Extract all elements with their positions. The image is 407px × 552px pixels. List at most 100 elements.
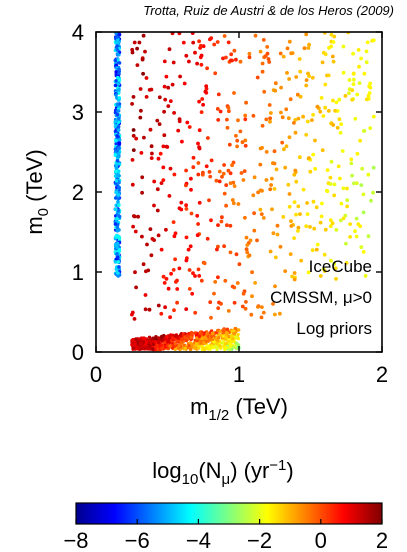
bulk-point	[218, 109, 223, 114]
bulk-point	[199, 278, 204, 283]
bulk-point	[168, 99, 173, 103]
coannihilation-point	[229, 334, 234, 338]
bulk-point	[307, 42, 311, 47]
bulk-point	[243, 215, 247, 220]
bulk-point	[330, 54, 335, 59]
bulk-point	[299, 258, 304, 263]
bulk-point	[140, 190, 145, 195]
bulk-point	[319, 214, 324, 219]
colorbar	[75, 502, 383, 525]
bulk-point	[199, 62, 204, 67]
bulk-point	[132, 40, 137, 45]
bulk-point	[222, 191, 227, 196]
bulk-point	[287, 135, 292, 140]
bulk-point	[328, 224, 333, 229]
bulk-point	[314, 205, 319, 210]
bulk-point	[222, 163, 227, 167]
bulk-point	[258, 162, 263, 167]
bulk-point	[371, 38, 376, 43]
focus-point	[116, 125, 121, 129]
bulk-point	[208, 37, 212, 42]
bulk-point	[278, 51, 283, 56]
bulk-point	[306, 71, 310, 76]
bulk-point	[134, 136, 139, 141]
bulk-point	[161, 274, 166, 279]
bulk-point	[341, 44, 346, 49]
bulk-point	[209, 315, 213, 320]
coannihilation-point	[139, 340, 144, 345]
bulk-point	[166, 286, 171, 291]
bulk-point	[347, 91, 351, 96]
bulk-point	[329, 258, 333, 263]
bulk-point	[225, 223, 229, 228]
bulk-point	[365, 40, 370, 45]
bulk-point	[197, 99, 202, 104]
bulk-point	[197, 274, 202, 278]
focus-point	[115, 159, 120, 163]
bulk-point	[334, 228, 339, 232]
bulk-point	[332, 193, 337, 198]
bulk-point	[131, 148, 136, 153]
bulk-point	[273, 81, 278, 86]
coannihilation-point	[157, 336, 161, 341]
bulk-point	[348, 222, 352, 227]
bulk-point	[352, 181, 356, 186]
bulk-point	[284, 107, 289, 112]
coannihilation-point	[217, 336, 221, 340]
bulk-point	[361, 250, 366, 254]
bulk-point	[319, 96, 324, 100]
bulk-point	[189, 176, 193, 181]
coannihilation-point	[133, 342, 137, 346]
bulk-point	[177, 266, 182, 271]
bulk-point	[234, 252, 239, 257]
bulk-point	[313, 138, 317, 143]
bulk-point	[230, 198, 235, 202]
coannihilation-point	[177, 344, 181, 348]
bulk-point	[144, 269, 148, 274]
bulk-point	[131, 133, 136, 138]
bulk-point	[351, 72, 356, 76]
coannihilation-point	[234, 335, 239, 339]
bulk-point	[215, 107, 220, 111]
bulk-point	[196, 267, 201, 272]
bulk-point	[219, 301, 223, 306]
bulk-point	[152, 203, 156, 208]
bulk-point	[354, 234, 359, 239]
bulk-point	[292, 121, 296, 125]
bulk-point	[221, 171, 226, 176]
bulk-point	[351, 82, 356, 86]
focus-point	[116, 169, 121, 174]
bulk-point	[172, 111, 177, 115]
bulk-point	[167, 47, 172, 52]
focus-point	[113, 120, 118, 124]
bulk-point	[253, 33, 258, 38]
bulk-point	[212, 42, 217, 47]
bulk-point	[187, 125, 192, 129]
coannihilation-point	[233, 326, 238, 331]
bulk-point	[260, 188, 264, 193]
bulk-point	[223, 278, 228, 283]
focus-point	[115, 173, 120, 177]
bulk-point	[189, 211, 194, 216]
bulk-point	[301, 187, 306, 192]
bulk-point	[222, 244, 227, 249]
bulk-point	[184, 258, 189, 263]
bulk-point	[164, 277, 169, 281]
bulk-point	[244, 100, 249, 105]
bulk-point	[228, 171, 233, 176]
bulk-point	[148, 227, 153, 232]
focus-point	[116, 271, 120, 275]
bulk-point	[224, 55, 228, 60]
focus-point	[114, 169, 118, 174]
bulk-point	[368, 85, 373, 90]
bulk-point	[216, 275, 220, 280]
focus-point	[113, 83, 118, 88]
bulk-point	[132, 214, 137, 219]
bulk-point	[315, 242, 320, 247]
bulk-point	[241, 291, 246, 296]
coannihilation-point	[132, 346, 136, 350]
bulk-point	[261, 38, 266, 42]
bulk-point	[140, 175, 145, 180]
bulk-point	[268, 249, 273, 254]
bulk-point	[167, 194, 172, 198]
